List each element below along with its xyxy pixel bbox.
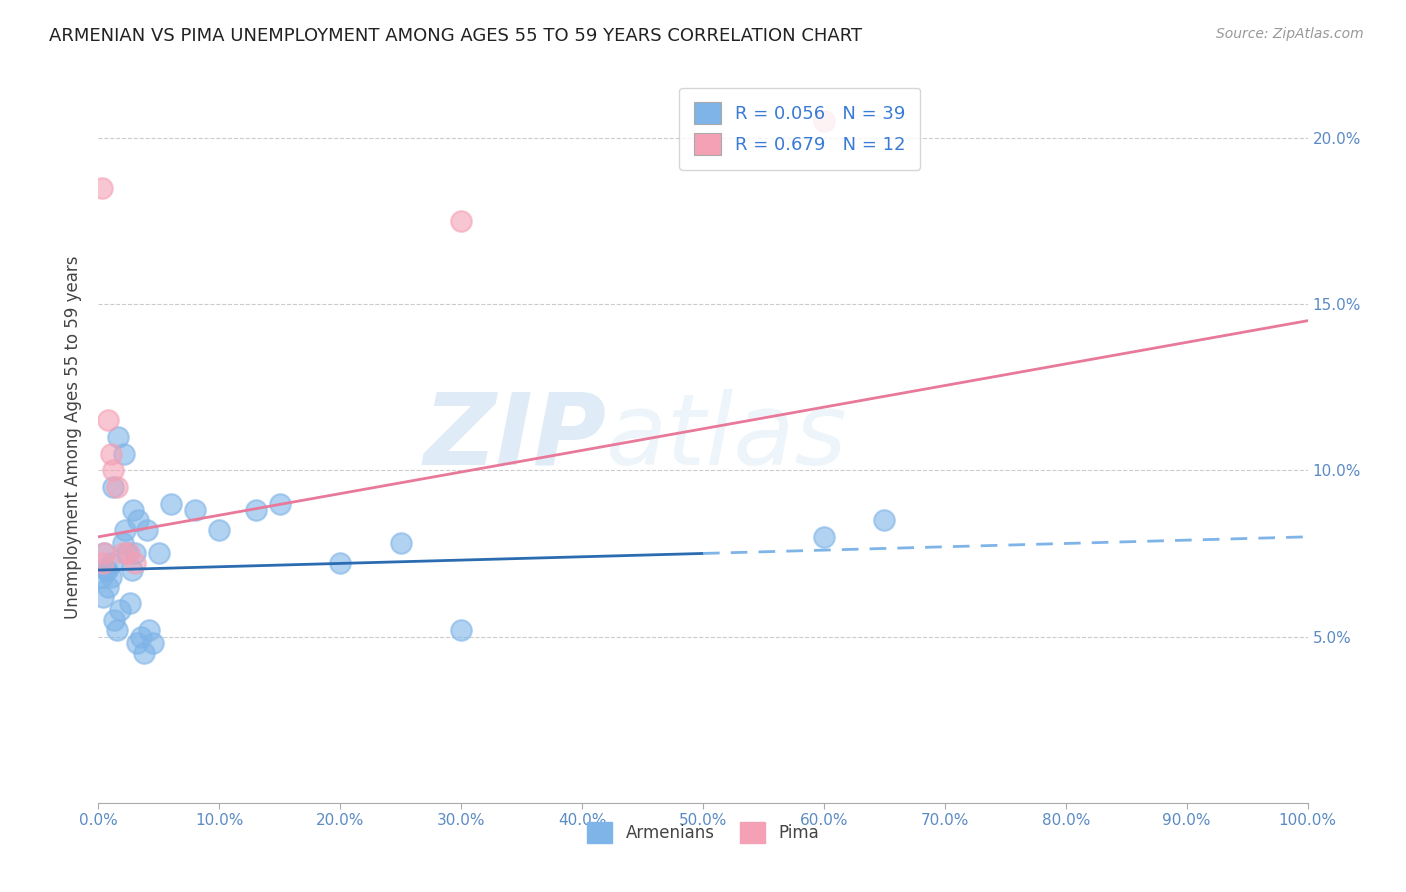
Point [138,623,160,637]
Point [105,480,128,494]
Point [127,636,149,650]
Point [101,463,124,477]
Point [96,563,118,577]
Point [160,497,183,511]
Text: ZIP: ZIP [423,389,606,485]
Point [114,523,136,537]
Point [389,536,412,550]
Point [94,563,117,577]
Point [450,623,472,637]
Text: ARMENIAN VS PIMA UNEMPLOYMENT AMONG AGES 55 TO 59 YEARS CORRELATION CHART: ARMENIAN VS PIMA UNEMPLOYMENT AMONG AGES… [49,27,862,45]
Point [91,180,114,194]
Point [97,580,120,594]
Point [111,536,134,550]
Point [103,613,125,627]
Point [112,447,135,461]
Text: Source: ZipAtlas.com: Source: ZipAtlas.com [1216,27,1364,41]
Legend: Armenians, Pima: Armenians, Pima [581,815,825,849]
Point [100,557,122,571]
Point [91,590,114,604]
Point [91,557,114,571]
Point [245,503,267,517]
Point [208,523,231,537]
Point [127,513,149,527]
Point [184,503,207,517]
Y-axis label: Unemployment Among Ages 55 to 59 years: Unemployment Among Ages 55 to 59 years [65,255,83,619]
Point [117,546,139,560]
Point [121,563,143,577]
Point [148,546,170,560]
Point [93,546,115,560]
Point [129,630,152,644]
Point [107,430,129,444]
Point [100,570,122,584]
Point [135,523,157,537]
Point [269,497,291,511]
Point [105,623,128,637]
Point [124,546,146,560]
Point [142,636,165,650]
Point [118,546,141,560]
Point [93,546,115,560]
Point [134,646,156,660]
Point [873,513,896,527]
Text: atlas: atlas [606,389,848,485]
Point [101,480,124,494]
Point [97,413,120,427]
Point [100,447,122,461]
Point [813,530,835,544]
Point [108,603,131,617]
Point [450,214,472,228]
Point [124,557,146,571]
Point [813,114,835,128]
Point [111,546,134,560]
Point [118,596,141,610]
Point [91,570,114,584]
Point [329,557,352,571]
Point [122,503,145,517]
